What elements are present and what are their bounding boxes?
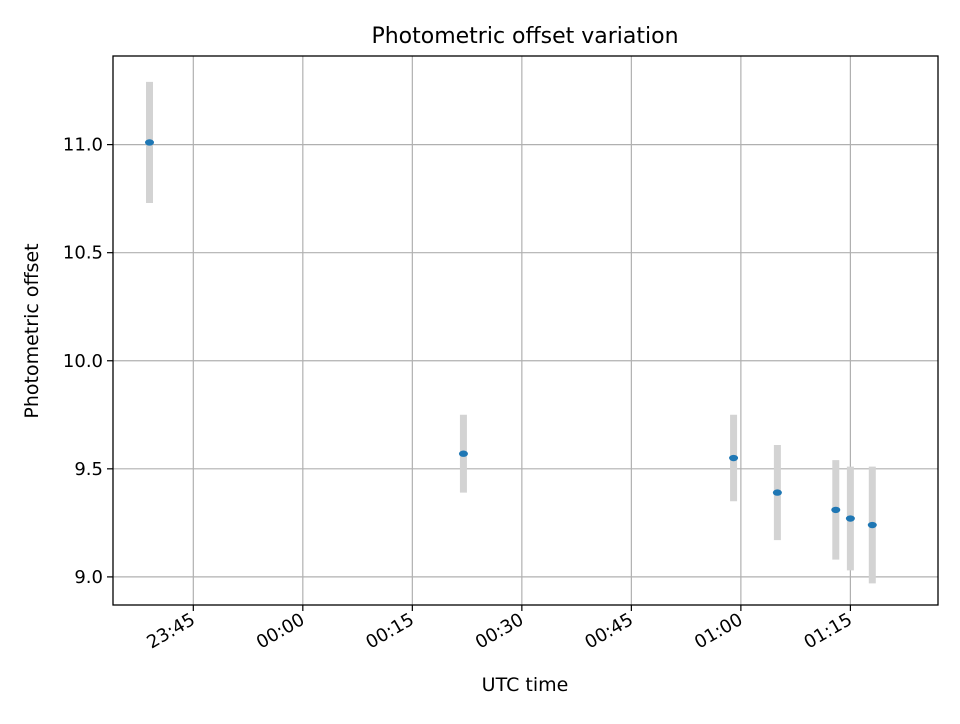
data-point (458, 450, 468, 457)
plot-area-frame (112, 55, 939, 606)
data-points (145, 139, 877, 529)
y-axis-label: Photometric offset (21, 243, 43, 418)
data-point (867, 521, 877, 529)
data-point (145, 139, 155, 146)
data-point (845, 515, 855, 522)
y-tick-label: 10.5 (63, 243, 103, 264)
y-tick-label: 9.0 (74, 567, 103, 588)
y-axis-ticks: 9.0 9.5 10.0 10.5 11.0 (63, 135, 113, 588)
x-axis-label: UTC time (482, 674, 569, 696)
y-tick-label: 10.0 (63, 351, 103, 372)
data-point (831, 506, 841, 514)
chart-title: Photometric offset variation (371, 24, 678, 49)
y-tick-label: 9.5 (74, 459, 103, 480)
y-tick-label: 11.0 (63, 135, 103, 156)
data-point (729, 454, 739, 462)
grid-lines (113, 56, 938, 605)
data-point (772, 489, 782, 496)
